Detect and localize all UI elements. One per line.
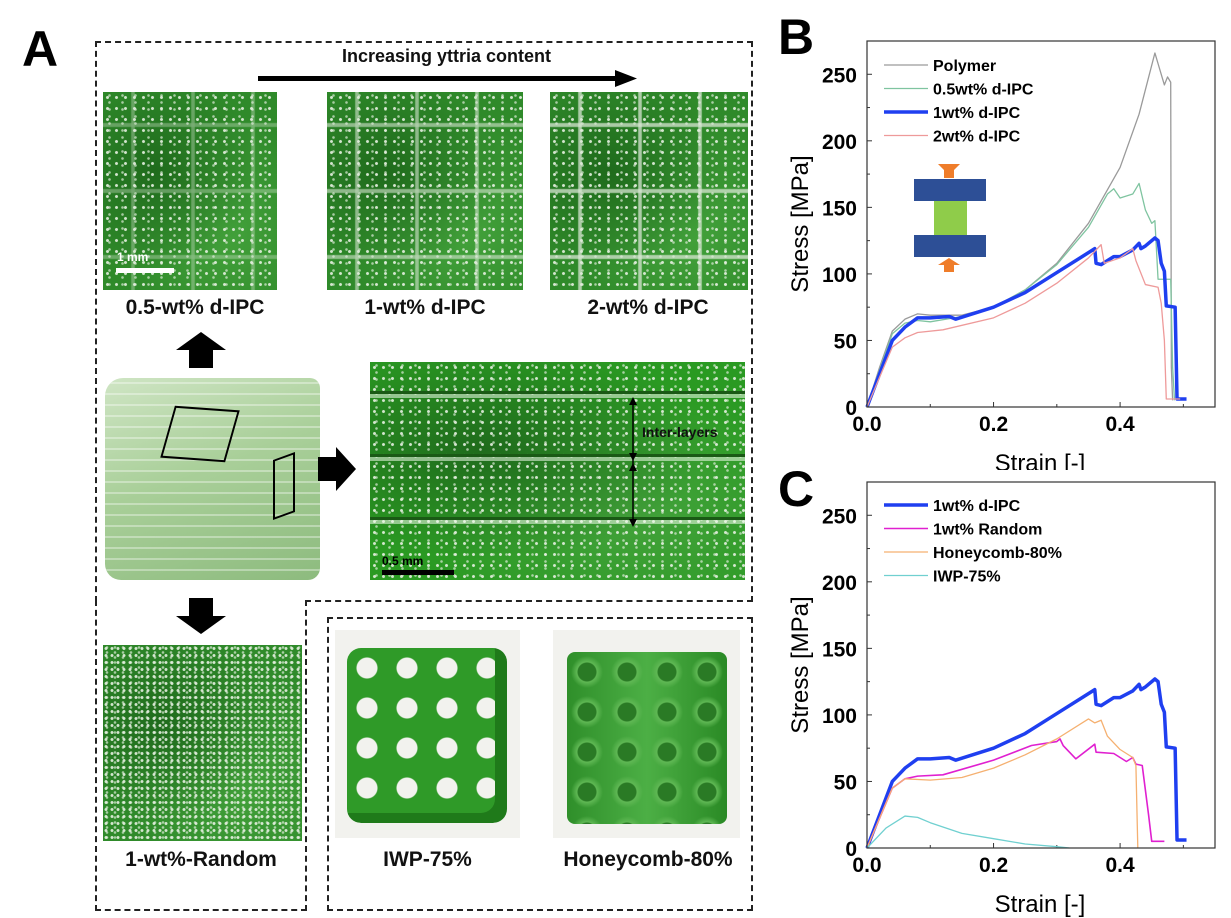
series-line xyxy=(866,52,1174,408)
x-axis-label: Strain [-] xyxy=(995,891,1086,918)
series-line xyxy=(866,243,1181,408)
legend-label: 2wt% d-IPC xyxy=(933,129,1021,146)
scale-bar-label: 0.5 mm xyxy=(382,554,424,568)
chart-c: 0 50 100 150 200 250 0.0 0.2 0.4 Strain [-] Stress… xyxy=(787,481,1216,918)
legend-label: Honeycomb-80% xyxy=(933,545,1062,562)
arrow-up-icon xyxy=(176,332,226,368)
panel-letter-c: C xyxy=(778,461,815,517)
panel-letter-a: A xyxy=(22,21,59,77)
y-tick-label: 150 xyxy=(822,638,857,661)
cube-photo xyxy=(105,378,320,580)
series-line xyxy=(866,738,1165,849)
legend-label: 0.5wt% d-IPC xyxy=(933,82,1034,99)
random-photo xyxy=(103,645,302,841)
y-axis-label: Stress [MPa] xyxy=(787,596,814,733)
caption-iwp: IWP-75% xyxy=(383,848,472,871)
legend-label: 1wt% Random xyxy=(933,522,1042,539)
panel-a-random-frame xyxy=(95,600,307,911)
interlayer-arrows-icon xyxy=(629,397,637,527)
y-tick-label: 100 xyxy=(822,264,857,287)
trend-label: Increasing yttria content xyxy=(341,46,552,66)
series-line xyxy=(865,236,1187,408)
legend-label: IWP-75% xyxy=(933,569,1001,586)
honeycomb-lattice-photo xyxy=(553,630,740,838)
side-selection-box xyxy=(273,451,295,521)
scale-bar-label: 1 mm xyxy=(117,250,149,264)
caption-0-5wt: 0.5-wt% d-IPC xyxy=(125,296,265,319)
y-tick-label: 50 xyxy=(834,330,857,353)
caption-honeycomb: Honeycomb-80% xyxy=(563,848,733,871)
panel-a-top-frame xyxy=(95,41,753,602)
photo-1wt xyxy=(327,92,523,290)
plot-frame xyxy=(866,481,1216,849)
x-tick-label: 0.2 xyxy=(979,413,1008,436)
y-tick-label: 200 xyxy=(822,131,857,154)
y-tick-label: 250 xyxy=(822,505,857,528)
caption-random: 1-wt%-Random xyxy=(125,848,277,871)
series-line xyxy=(866,718,1139,849)
caption-2wt: 2-wt% d-IPC xyxy=(587,296,709,319)
interlayer-photo: Inter-layers 0.5 mm xyxy=(370,362,745,580)
panel-a-lattice-frame xyxy=(327,617,753,911)
y-tick-label: 0 xyxy=(845,838,857,861)
panel-letter-b: B xyxy=(778,9,815,65)
x-tick-label: 0.4 xyxy=(1105,413,1135,436)
trend-arrow-icon xyxy=(258,70,637,87)
y-axis-label: Stress [MPa] xyxy=(787,155,814,292)
interlayer-label: Inter-layers xyxy=(642,424,718,440)
legend-label: 1wt% d-IPC xyxy=(933,498,1021,515)
caption-1wt: 1-wt% d-IPC xyxy=(364,296,486,319)
x-tick-label: 0.0 xyxy=(852,854,881,877)
series-line xyxy=(865,677,1187,849)
arrow-down-icon xyxy=(176,598,226,634)
series-line xyxy=(866,815,1070,849)
arrow-right-icon xyxy=(318,447,356,491)
scale-bar xyxy=(116,268,174,273)
arrow-up-icon xyxy=(938,258,960,272)
scale-bar xyxy=(382,570,454,575)
frame-divider xyxy=(305,600,753,602)
y-tick-label: 200 xyxy=(822,572,857,595)
x-tick-label: 0.4 xyxy=(1105,854,1135,877)
y-tick-label: 150 xyxy=(822,197,857,220)
legend-label: Polymer xyxy=(933,58,996,75)
photo-2wt xyxy=(550,92,748,290)
y-tick-label: 50 xyxy=(834,771,857,794)
compression-inset-icon xyxy=(914,164,986,272)
x-tick-label: 0.2 xyxy=(979,854,1008,877)
x-axis-label: Strain [-] xyxy=(995,450,1086,470)
photo-0-5wt: 1 mm xyxy=(103,92,277,290)
y-tick-label: 100 xyxy=(822,705,857,728)
specimen xyxy=(934,201,967,235)
x-tick-label: 0.0 xyxy=(852,413,881,436)
arrow-down-icon xyxy=(938,164,960,178)
chart-b: 0 50 100 150 200 250 0.0 0.2 0.4 Strain [-] Stress… xyxy=(787,40,1216,470)
y-tick-label: 250 xyxy=(822,64,857,87)
bottom-plate xyxy=(914,235,986,257)
legend-label: 1wt% d-IPC xyxy=(933,105,1021,122)
plot-frame xyxy=(866,40,1216,408)
iwp-lattice-photo xyxy=(335,630,520,838)
top-plate xyxy=(914,179,986,201)
y-tick-label: 0 xyxy=(845,397,857,420)
